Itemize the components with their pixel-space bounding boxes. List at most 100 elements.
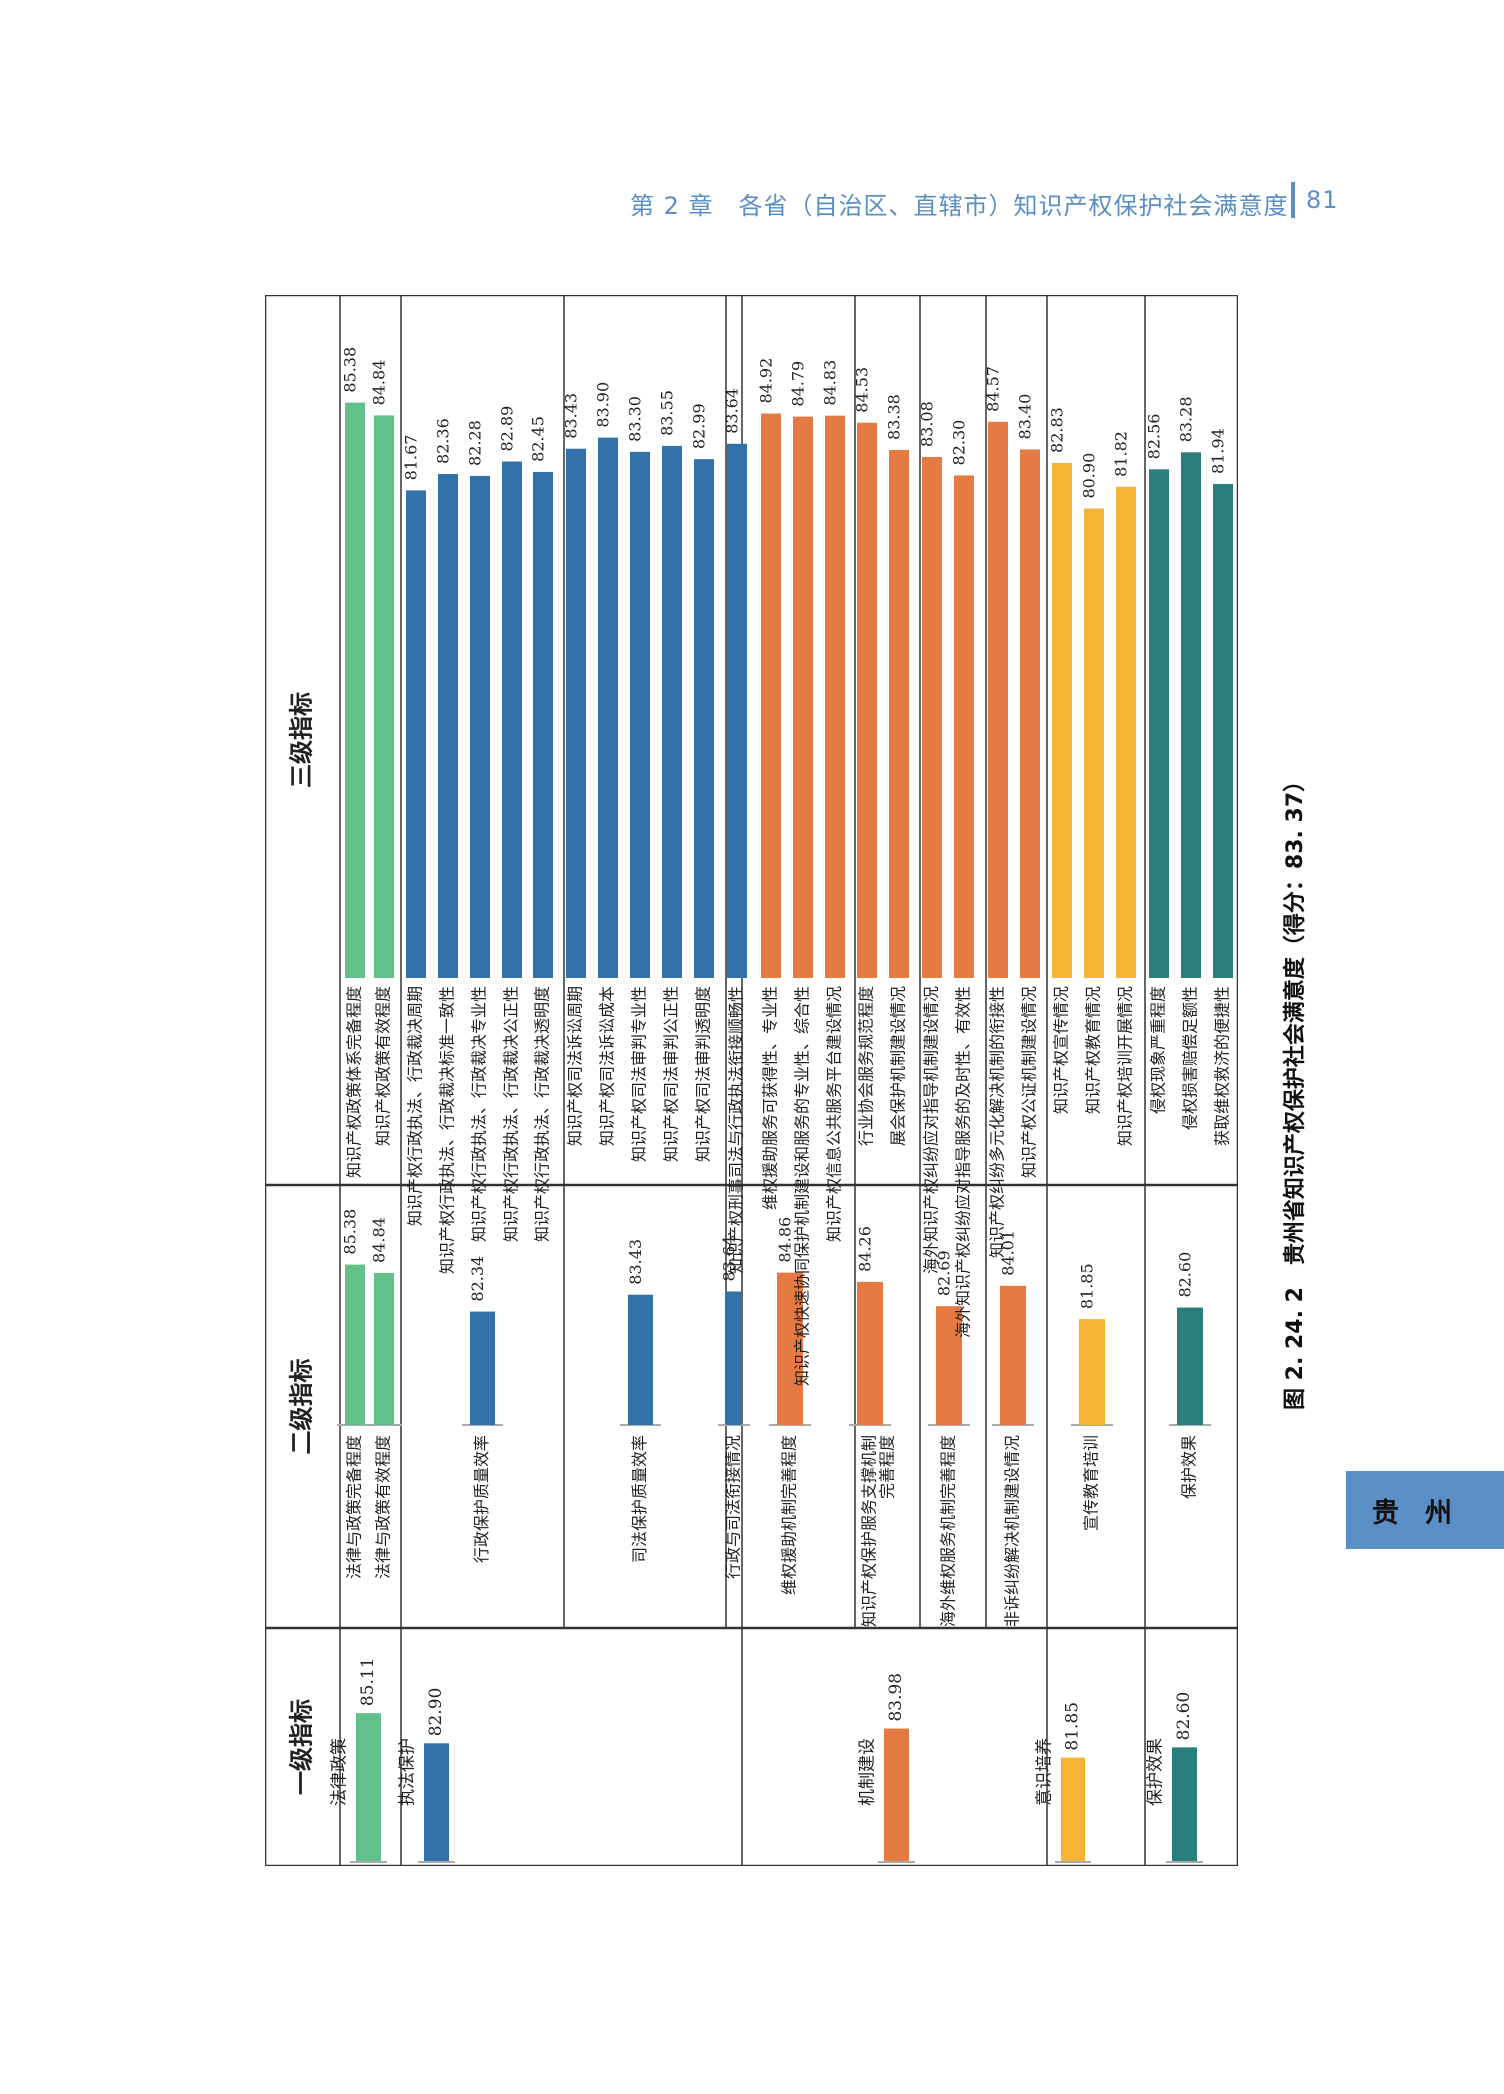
level2-value-label: 81.85 [1078,1263,1097,1309]
level3-value-label: 83.08 [918,401,937,447]
level3-category-label: 侵权现象严重程度 [1149,986,1168,1114]
level3-category-label: 获取维权救济的便捷性 [1213,986,1232,1146]
chart-frame [265,295,1238,1866]
level2-bar [777,1272,803,1425]
level3-value-label: 82.30 [950,420,969,466]
level3-bar [438,474,458,978]
level2-value-label: 84.84 [370,1217,389,1263]
level3-bar [1020,449,1040,978]
level2-value-label: 82.34 [468,1256,487,1302]
level2-category-label-cont: 完善程度 [878,1435,897,1499]
level3-bar [630,451,650,978]
level2-bar [1079,1319,1105,1425]
level3-category-label: 海外知识产权纠纷应对指导服务的及时性、有效性 [954,986,973,1338]
level3-bar [1149,469,1169,978]
level3-value-label: 83.90 [594,382,613,428]
level3-bar [598,437,618,978]
level3-category-label: 知识产权司法诉讼周期 [566,986,585,1146]
level3-bar [406,490,426,978]
level2-category-label: 宣传教育培训 [1082,1435,1101,1531]
level3-bar [1052,462,1072,978]
level3-value-label: 83.30 [626,396,645,442]
level3-bar [533,471,553,978]
level3-category-label: 知识产权行政执法、行政裁决周期 [406,986,425,1226]
level3-category-label: 维权援助服务可获得性、专业性 [761,986,780,1210]
level2-value-label: 84.01 [999,1230,1018,1276]
level3-category-label: 知识产权政策体系完备程度 [345,986,364,1178]
level3-bar [566,448,586,978]
level2-category-label: 行政与司法衔接情况 [724,1435,743,1579]
running-head: 第 2 章 各省（自治区、直辖市）知识产权保护社会满意度 81 [630,182,1338,226]
level2-category-label: 维权援助机制完善程度 [780,1435,799,1595]
level2-value-label: 84.26 [856,1226,875,1272]
level3-category-label: 知识产权教育情况 [1084,986,1103,1114]
level2-bar [374,1272,394,1425]
level3-value-label: 84.92 [757,358,776,404]
level2-category-label: 海外维权服务机制完善程度 [939,1435,958,1627]
level3-value-label: 83.43 [562,393,581,439]
level3-category-label: 侵权损害赔偿足额性 [1181,986,1200,1130]
level3-bar [345,402,365,978]
level3-value-label: 82.56 [1145,413,1164,459]
header-divider [1291,182,1295,218]
level3-bar [502,461,522,978]
level3-category-label: 知识产权司法审判专业性 [630,986,649,1162]
level2-category-label: 行政保护质量效率 [472,1435,491,1563]
level3-bar [470,475,490,978]
level3-bar [889,449,909,978]
level1-category-label: 法律政策 [330,1738,350,1806]
row-header-1: 一级指标 [288,1699,316,1795]
level3-bar [1084,508,1104,978]
level1-bar [884,1728,909,1861]
level3-category-label: 知识产权刑事司法与行政执法衔接顺畅性 [727,986,746,1274]
level2-category-label: 司法保护质量效率 [630,1435,649,1563]
level2-bar [1177,1307,1203,1425]
level3-value-label: 82.28 [466,420,485,466]
page-number: 81 [1306,186,1339,214]
level2-category-label: 法律与政策有效程度 [374,1435,393,1579]
level3-bar [1116,486,1136,978]
level3-category-label: 知识产权宣传情况 [1052,986,1071,1114]
level3-bar [374,415,394,978]
level3-category-label: 知识产权政策有效程度 [374,986,393,1146]
level3-value-label: 83.40 [1016,394,1035,440]
level3-category-label: 知识产权司法审判透明度 [694,986,713,1162]
level3-value-label: 83.64 [723,388,742,434]
level3-bar [1213,483,1233,978]
row-header-2: 二级指标 [288,1359,316,1455]
level3-category-label: 知识产权司法审判公正性 [662,986,681,1162]
province-tab[interactable]: 贵州 [1346,1471,1504,1549]
level3-value-label: 80.90 [1080,453,1099,499]
level1-bar [356,1713,381,1861]
level1-category-label: 意识培养 [1035,1738,1055,1806]
level3-bar [761,413,781,978]
level2-bar [726,1291,742,1425]
level3-category-label: 海外知识产权纠纷应对指导机制建设情况 [922,986,941,1274]
level3-category-label: 知识产权信息公共服务平台建设情况 [825,986,844,1242]
level1-value-label: 81.85 [1063,1702,1083,1751]
level3-value-label: 81.82 [1112,431,1131,477]
level2-bar [857,1281,883,1425]
level3-category-label: 知识产权行政执法、行政裁决标准一致性 [438,986,457,1274]
level2-value-label: 85.38 [341,1209,360,1255]
level2-bar [470,1311,495,1425]
level3-bar [922,457,942,978]
level2-value-label: 83.43 [626,1239,645,1285]
level2-category-label: 保护效果 [1180,1435,1199,1499]
level2-category-label: 知识产权保护服务支撑机制 [860,1435,879,1627]
level3-value-label: 82.83 [1048,407,1067,453]
chart-canvas: 一级指标 二级指标 三级指标 85.11 法律政策 82.90 执法保护 83.98 机制建设 8… [265,295,1238,1866]
level3-value-label: 82.36 [434,418,453,464]
level2-category-label: 非诉纠纷解决机制建设情况 [1003,1435,1022,1627]
level1-category-label: 保护效果 [1146,1738,1166,1806]
level3-value-label: 83.28 [1177,396,1196,442]
level1-category-label: 机制建设 [858,1738,878,1806]
level3-value-label: 82.45 [529,416,548,462]
level3-value-label: 84.53 [853,367,872,413]
level1-value-label: 82.90 [426,1688,446,1737]
level3-bar [825,415,845,978]
level1-category-label: 执法保护 [398,1738,418,1806]
level3-value-label: 84.79 [789,361,808,407]
province-tab-label: 贵州 [1372,1497,1478,1529]
level3-category-label: 知识产权行政执法、行政裁决公正性 [502,986,521,1242]
